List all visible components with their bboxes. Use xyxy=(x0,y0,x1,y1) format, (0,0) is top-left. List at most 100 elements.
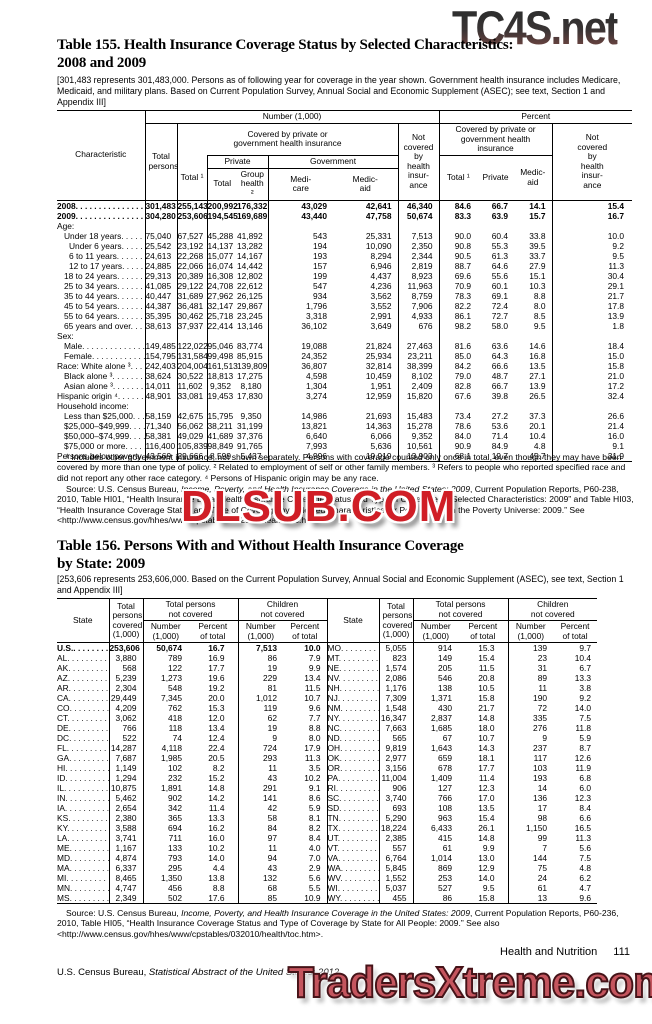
col-total1-number: Total ¹ xyxy=(176,155,207,201)
cell: 11.9 xyxy=(575,763,592,774)
cell: 88.7 xyxy=(438,260,478,271)
cell xyxy=(514,401,552,411)
table-row: 45 to 54 years. . . . . . . . . . . . . … xyxy=(57,300,633,311)
cell: 10.0 xyxy=(551,230,633,241)
row-label: $25,000–$49,999. . . . . . . . . . . . .… xyxy=(64,420,145,431)
row-label: IA. . . . . . . . . . . . . . . . . . . … xyxy=(57,803,109,814)
cell: 4,747 xyxy=(108,883,143,894)
row-label: MD. . . . . . . . . . . . . . . . . . . … xyxy=(57,853,109,864)
table-row: IL. . . . . . . . . . . . . . . . . . . … xyxy=(57,783,597,794)
cell: 5,037 xyxy=(378,883,414,894)
cell: 522 xyxy=(108,733,143,744)
cell: 17.6 xyxy=(188,893,238,905)
cell: 12.4 xyxy=(208,733,225,744)
cell: 16,308 xyxy=(206,270,237,281)
table155-source: Source: U.S. Census Bureau, Income, Pove… xyxy=(57,484,635,526)
cell: 13.8 xyxy=(208,873,225,884)
cell: 9.1 xyxy=(551,440,633,451)
row-label: 2009. . . . . . . . . . . . . . . . . . … xyxy=(57,210,145,221)
cell: 4.7 xyxy=(579,883,592,894)
cell xyxy=(267,220,333,231)
cell: 8.4 xyxy=(579,803,592,814)
cell: 2,304 xyxy=(108,683,143,694)
cell: 2,991 xyxy=(370,310,392,321)
table-row: 6 to 11 years. . . . . . . . . . . . . .… xyxy=(57,250,633,261)
cell: 118 xyxy=(142,723,188,734)
cell: 10.5 xyxy=(478,683,495,694)
cell: 6,433 xyxy=(412,823,459,834)
row-label: Under 6 years. . . . . . . . . . . . . .… xyxy=(69,240,145,251)
cell xyxy=(514,221,552,231)
cell: 253,606 xyxy=(176,210,208,221)
cell: 39.5 xyxy=(529,240,546,251)
cell: 301,483 xyxy=(144,199,177,211)
cell: 68 xyxy=(237,883,283,894)
cell: 19.6 xyxy=(208,673,225,684)
row-label: CT. . . . . . . . . . . . . . . . . . . … xyxy=(57,713,109,724)
cell: 14,137 xyxy=(206,240,237,251)
table-row: AK. . . . . . . . . . . . . . . . . . . … xyxy=(57,663,597,674)
cell: 42,641 xyxy=(333,199,398,211)
cell: 21,824 xyxy=(365,340,392,351)
row-label: 2008. . . . . . . . . . . . . . . . . . … xyxy=(57,199,145,211)
col-total1-percent: Total ¹ xyxy=(438,155,478,201)
cell xyxy=(267,400,333,411)
cell: 10.0 xyxy=(283,642,328,654)
col-group-health: Group health ² xyxy=(240,168,264,198)
cell: 237 xyxy=(507,743,554,754)
cell: 83.3 xyxy=(438,210,478,221)
row-label: MA. . . . . . . . . . . . . . . . . . . … xyxy=(57,863,109,874)
table-row: Hispanic origin ⁴. . . . . . . . . . . .… xyxy=(57,390,633,401)
cell: 32,147 xyxy=(206,300,237,311)
cell: 15.8 xyxy=(478,693,495,704)
cell: 190 xyxy=(507,693,554,704)
cell: 547 xyxy=(267,280,333,291)
cell xyxy=(551,330,633,341)
cell xyxy=(477,401,514,411)
cell: 5,290 xyxy=(378,813,414,824)
cell: 8.0 xyxy=(533,300,546,311)
cell: 1,574 xyxy=(378,663,414,674)
cell: 21.7 xyxy=(478,703,495,714)
cell: 1,685 xyxy=(412,723,459,734)
col-total-persons: Total persons xyxy=(144,123,178,201)
cell: 66.7 xyxy=(491,380,509,391)
cell: 14.0 xyxy=(208,853,225,864)
cell xyxy=(176,330,207,341)
cell: 95,046 xyxy=(206,340,237,351)
cell: 141 xyxy=(237,793,283,804)
cell: 4,598 xyxy=(267,370,333,381)
table155-note: [301,483 represents 301,483,000. Persons… xyxy=(57,75,621,107)
cell: 11 xyxy=(507,683,554,694)
cell: 66.7 xyxy=(477,199,515,211)
cell: 41,892 xyxy=(237,230,263,241)
cell: 963 xyxy=(412,813,459,824)
cell: 9.5 xyxy=(482,883,495,894)
section-title: Health and Nutrition xyxy=(500,946,598,958)
cell: 1,176 xyxy=(378,683,414,694)
cell: 8,759 xyxy=(397,290,440,301)
row-label: WA. . . . . . . . . . . . . . . . . . . … xyxy=(326,863,380,874)
cell: 30.4 xyxy=(551,270,633,281)
cell: 8,294 xyxy=(370,250,392,261)
cell: 2,837 xyxy=(412,713,459,724)
cell: 762 xyxy=(142,703,188,714)
cell: 67,527 xyxy=(176,230,207,241)
col-percent: Percent of total xyxy=(198,621,228,641)
credit-prefix: U.S. Census Bureau, xyxy=(57,967,149,978)
cell: 15.3 xyxy=(208,703,225,714)
cell: 72.7 xyxy=(491,310,509,321)
table156-header: State Total persons covered (1,000) Tota… xyxy=(57,597,598,643)
cell: 9.9 xyxy=(308,663,321,674)
cell: 11.5 xyxy=(304,683,321,694)
cell: 4,996 xyxy=(267,450,333,462)
cell: 29,449 xyxy=(108,693,143,704)
cell: 869 xyxy=(412,863,459,874)
cell: 7,687 xyxy=(108,753,143,764)
cell: 4,874 xyxy=(108,853,143,864)
cell: 16,347 xyxy=(378,713,414,724)
cell: 19 xyxy=(237,663,283,674)
cell: 418 xyxy=(142,713,188,724)
cell: 7,663 xyxy=(378,723,414,734)
row-label: 6 to 11 years. . . . . . . . . . . . . .… xyxy=(69,250,145,261)
